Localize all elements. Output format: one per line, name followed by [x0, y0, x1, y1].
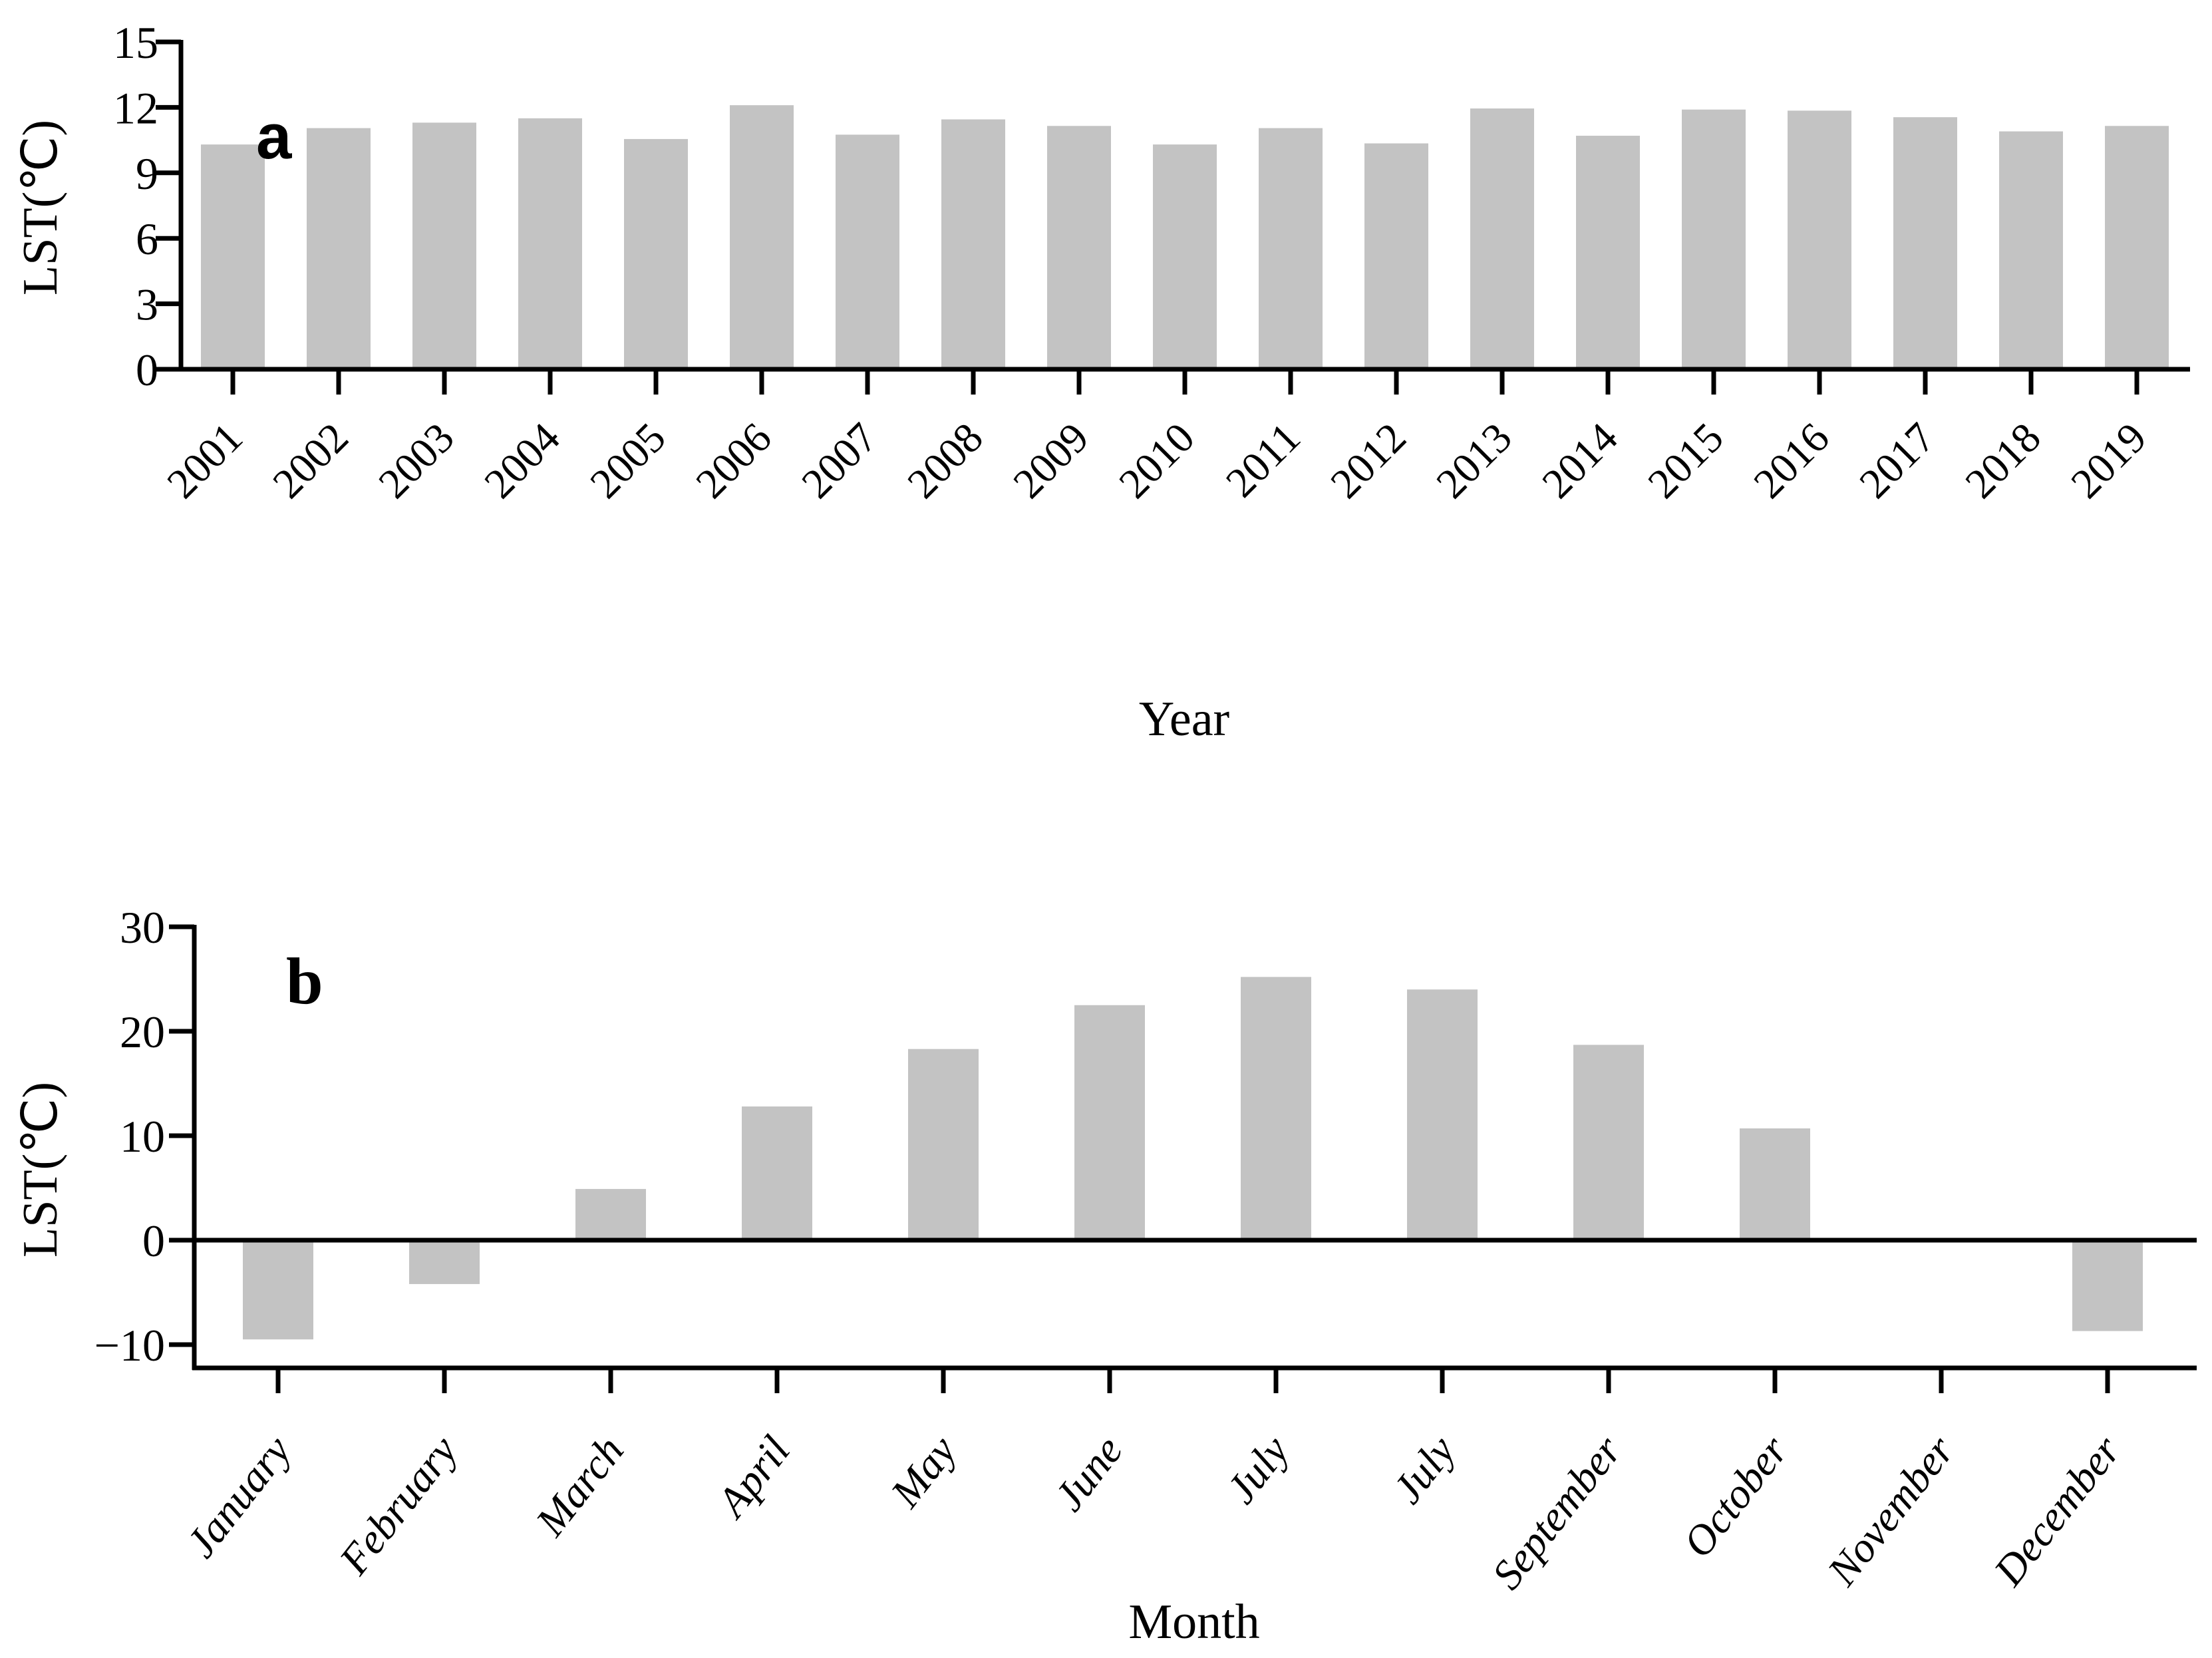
bar-april-3 — [742, 1106, 812, 1240]
bar-2006-5 — [730, 105, 794, 369]
chart-a-category-label-2002-1: 2002 — [263, 414, 357, 508]
bar-2017-16 — [1893, 117, 1957, 369]
chart-a-category-label-2014-13: 2014 — [1533, 414, 1627, 508]
bar-october-9 — [1740, 1128, 1810, 1240]
bar-2005-4 — [624, 138, 688, 369]
chart-b-category-label-april-3: April — [707, 1427, 799, 1528]
chart-a-ytick-label-3: 3 — [136, 279, 158, 330]
chart-b-category-label-march-2: March — [526, 1427, 633, 1545]
chart-b-ytick-label-10: 10 — [120, 1111, 165, 1162]
bar-2007-6 — [836, 134, 899, 369]
chart-a-category-label-2016-15: 2016 — [1744, 414, 1838, 508]
bar-2014-13 — [1576, 136, 1640, 370]
bar-2002-1 — [307, 128, 371, 369]
bar-june-5 — [1074, 1005, 1145, 1240]
chart-a-ytick-label-9: 9 — [136, 148, 158, 199]
bar-2010-9 — [1153, 144, 1217, 369]
chart-a-category-label-2017-16: 2017 — [1850, 414, 1944, 508]
chart-a-bars — [201, 105, 2169, 370]
bar-january-0 — [243, 1240, 313, 1340]
chart-b-bars — [243, 977, 2143, 1340]
chart-b-category-label-november-10: November — [1818, 1426, 1964, 1595]
bar-2016-15 — [1788, 110, 1851, 369]
chart-b-category-label-january-0: January — [177, 1426, 300, 1566]
bar-2001-0 — [201, 144, 265, 369]
bar-march-2 — [575, 1189, 646, 1240]
chart-a-ytick-label-12: 12 — [113, 83, 158, 133]
panel-a-label: a — [256, 101, 292, 172]
chart-a-axes — [156, 39, 2190, 395]
chart-b-category-label-february-1: February — [330, 1426, 467, 1583]
bar-2011-10 — [1259, 128, 1323, 369]
bar-2012-11 — [1364, 143, 1428, 369]
chart-a-ytick-label-6: 6 — [136, 214, 158, 264]
bar-2004-3 — [518, 118, 582, 370]
chart-b-ytick-label-20: 20 — [120, 1007, 165, 1057]
chart-a-category-label-2009-8: 2009 — [1004, 414, 1098, 508]
chart-a-category-label-2006-5: 2006 — [687, 414, 780, 508]
bar-2019-18 — [2105, 126, 2169, 369]
bar-2015-14 — [1682, 109, 1746, 369]
panel-a-x-axis-title: Year — [1139, 692, 1229, 746]
chart-a-category-label-2018-17: 2018 — [1956, 414, 2050, 508]
bar-july-7 — [1407, 989, 1478, 1240]
chart-a-category-label-2001-0: 2001 — [158, 414, 251, 508]
chart-a-category-label-2015-14: 2015 — [1639, 414, 1732, 508]
bar-2003-2 — [412, 122, 476, 370]
chart-a-category-labels: 2001 2002 2003 2004 2005 2006 2007 2008 2009 2010… — [158, 414, 2155, 508]
chart-b-axes — [169, 924, 2197, 1393]
bar-july-6 — [1241, 977, 1311, 1240]
chart-b-ytick-label-0: 0 — [142, 1216, 165, 1266]
panel-b-label: b — [286, 944, 323, 1018]
chart-b-ytick-label-30: 30 — [120, 902, 165, 953]
chart-a-category-label-2004-3: 2004 — [475, 414, 569, 508]
chart-a-category-label-2011-10: 2011 — [1217, 414, 1309, 506]
bar-2009-8 — [1047, 126, 1111, 369]
chart-a-category-label-2008-7: 2008 — [898, 414, 992, 508]
chart-b-category-label-june-5: June — [1045, 1427, 1132, 1520]
chart-a-category-label-2012-11: 2012 — [1321, 414, 1415, 508]
chart-b-category-label-december-11: December — [1984, 1426, 2130, 1595]
chart-a-category-label-2010-9: 2010 — [1110, 414, 1203, 508]
chart-b-ytick-labels: −10 0 10 20 30 — [94, 902, 165, 1371]
chart-a-category-label-2003-2: 2003 — [369, 414, 463, 508]
chart-b-category-label-may-4: May — [881, 1426, 965, 1516]
panel-b-y-axis-title: LST(℃) — [13, 1082, 68, 1257]
chart-a-ytick-labels: 0 3 6 9 12 15 — [113, 17, 158, 395]
chart-a-category-label-2005-4: 2005 — [581, 414, 675, 508]
chart-b-category-labels: January February March April May June July July… — [177, 1426, 2130, 1597]
chart-b-category-label-july-7: July — [1383, 1426, 1464, 1512]
chart-a-category-label-2013-12: 2013 — [1427, 414, 1521, 508]
chart-a-category-label-2019-18: 2019 — [2062, 414, 2155, 508]
bar-may-4 — [908, 1049, 979, 1240]
bar-2008-7 — [941, 119, 1005, 369]
bar-february-1 — [409, 1240, 480, 1284]
bar-2013-12 — [1470, 108, 1534, 370]
bar-september-8 — [1573, 1045, 1644, 1240]
chart-b-category-label-october-9: October — [1674, 1426, 1798, 1566]
chart-b-ytick-label-−10: −10 — [94, 1320, 165, 1371]
bar-december-11 — [2072, 1240, 2143, 1331]
bar-2018-17 — [1999, 131, 2063, 370]
panel-a-y-axis-title: LST(℃) — [13, 120, 68, 295]
chart-b-category-label-july-6: July — [1217, 1426, 1298, 1512]
panel-b-x-axis-title: Month — [1128, 1595, 1259, 1649]
chart-a-ytick-label-0: 0 — [136, 345, 158, 395]
chart-a-category-label-2007-6: 2007 — [792, 414, 886, 508]
chart-b-category-label-september-8: September — [1483, 1426, 1631, 1597]
chart-a-ytick-label-15: 15 — [113, 17, 158, 68]
